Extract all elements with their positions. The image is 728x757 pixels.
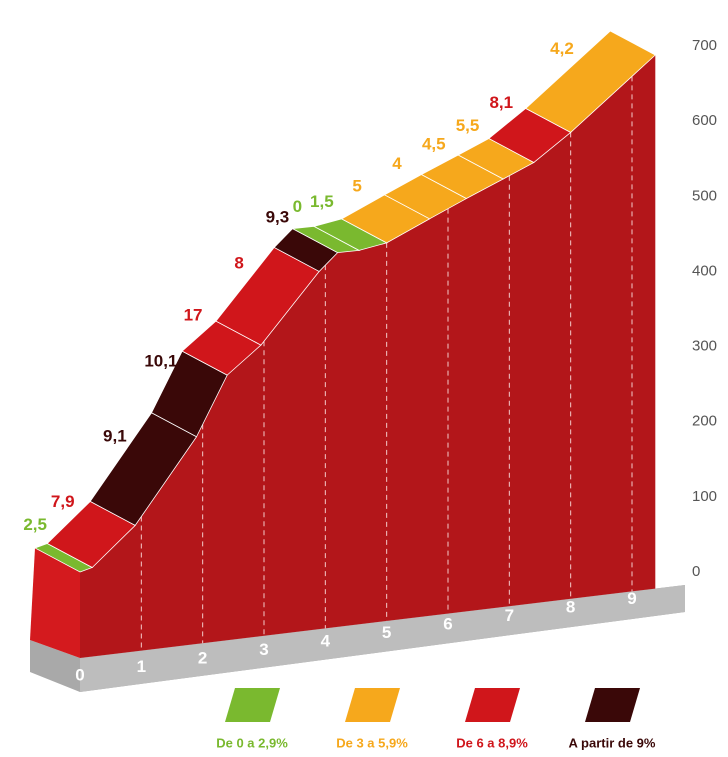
legend-swatch — [585, 688, 640, 722]
gradient-label: 8,1 — [489, 93, 513, 112]
legend-swatch — [465, 688, 520, 722]
legend-label: De 3 a 5,9% — [336, 735, 408, 750]
gradient-label: 17 — [184, 306, 203, 325]
gradient-label: 4,5 — [422, 134, 446, 153]
gradient-label: 8 — [234, 254, 243, 273]
front-face — [30, 548, 80, 658]
x-tick-label: 7 — [505, 606, 514, 625]
legend-label: De 6 a 8,9% — [456, 735, 528, 750]
x-tick-label: 8 — [566, 597, 575, 616]
gradient-label: 0 — [293, 197, 302, 216]
y-tick-label: 600 — [692, 112, 717, 129]
x-tick-label: 0 — [75, 665, 84, 684]
x-tick-label: 6 — [443, 614, 452, 633]
gradient-label: 4 — [392, 154, 402, 173]
profile-area — [80, 55, 656, 658]
y-tick-label: 500 — [692, 187, 717, 204]
base-band-face — [80, 585, 685, 692]
x-tick-label: 4 — [321, 631, 331, 650]
y-tick-label: 300 — [692, 338, 717, 355]
gradient-label: 5 — [352, 176, 361, 195]
y-tick-label: 200 — [692, 413, 717, 430]
x-tick-label: 9 — [627, 589, 636, 608]
y-tick-label: 100 — [692, 488, 717, 505]
gradient-segment — [524, 30, 656, 133]
x-tick-label: 2 — [198, 648, 207, 667]
gradient-label: 9,3 — [266, 208, 290, 227]
legend-swatch — [345, 688, 400, 722]
y-tick-label: 0 — [692, 563, 700, 580]
y-tick-label: 700 — [692, 37, 717, 54]
gradient-label: 5,5 — [456, 116, 480, 135]
gradient-label: 7,9 — [51, 492, 75, 511]
legend-label: A partir de 9% — [569, 735, 656, 750]
gradient-label: 4,2 — [550, 39, 574, 58]
gradient-label: 2,5 — [23, 515, 47, 534]
x-tick-label: 3 — [259, 640, 268, 659]
legend-label: De 0 a 2,9% — [216, 735, 288, 750]
gradient-label: 9,1 — [103, 427, 127, 446]
legend-swatch — [225, 688, 280, 722]
x-tick-label: 5 — [382, 623, 391, 642]
gradient-label: 10,1 — [144, 351, 177, 370]
y-tick-label: 400 — [692, 262, 717, 279]
gradient-label: 1,5 — [310, 192, 334, 211]
x-tick-label: 1 — [137, 657, 146, 676]
